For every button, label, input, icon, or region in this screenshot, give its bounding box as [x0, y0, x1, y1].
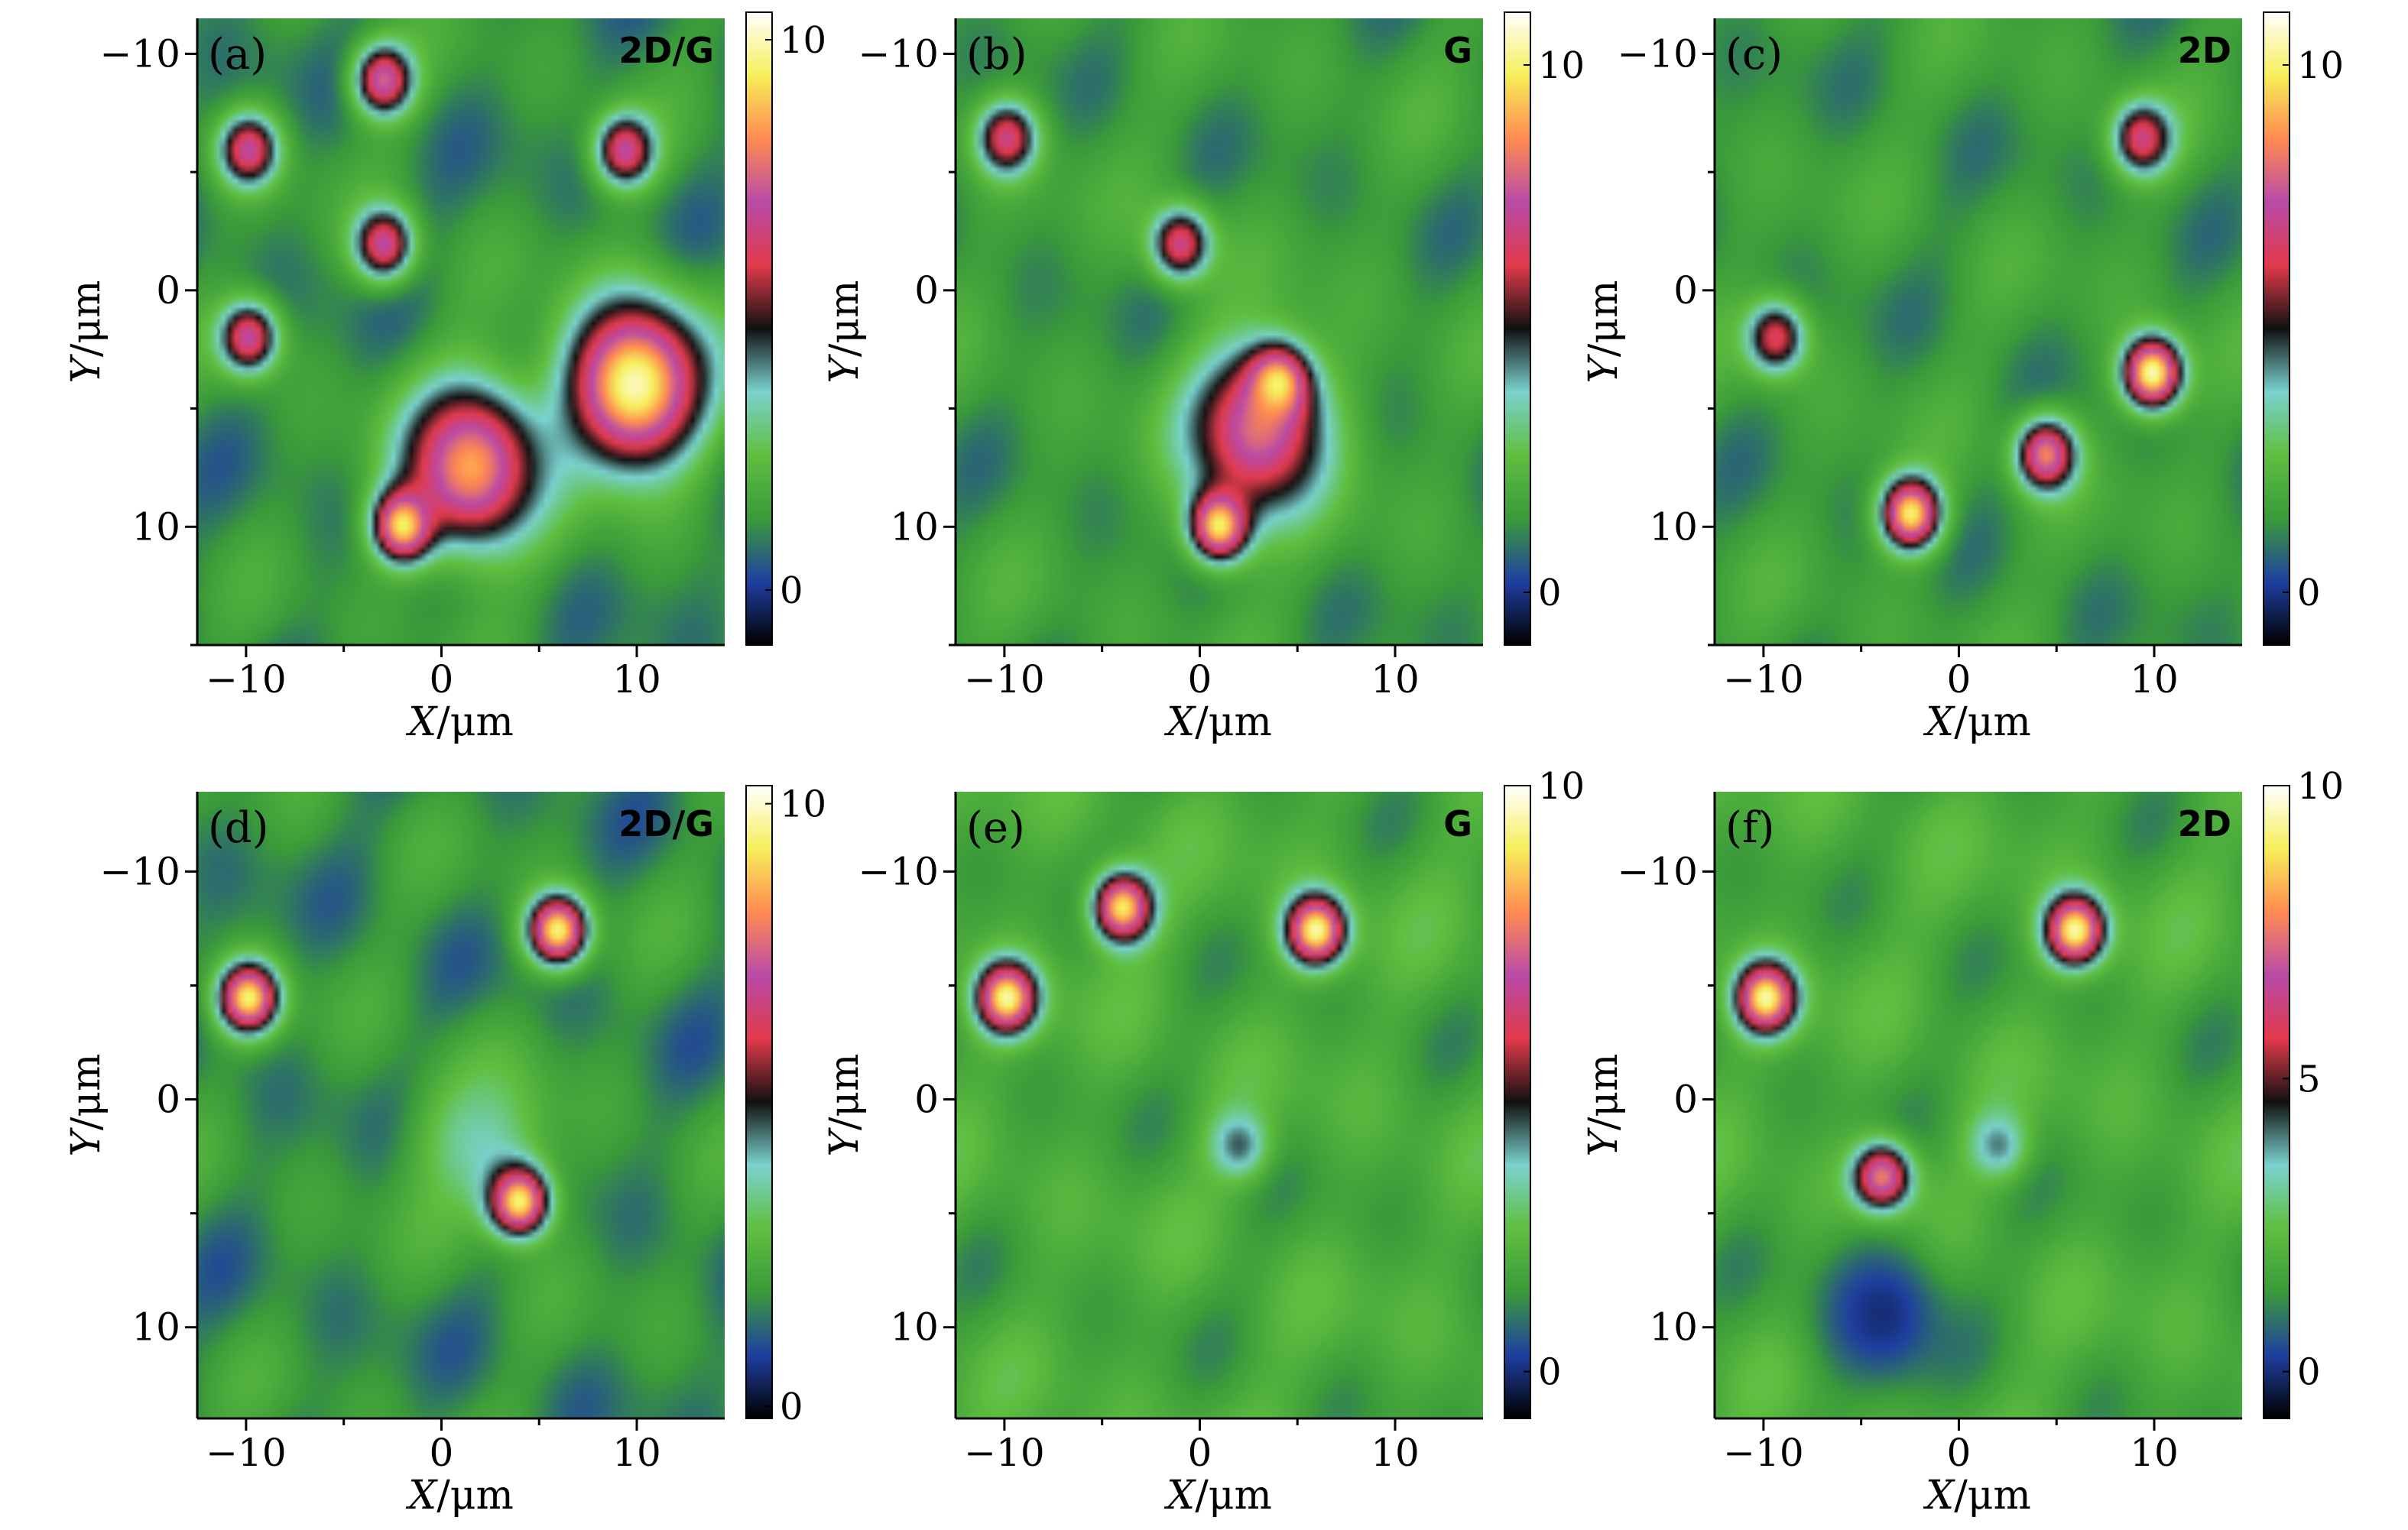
panel-a: −10 0 10 −10 0 10 X/μm Y/μm (a) 2D/G 10 0	[63, 11, 826, 745]
heatmap-image	[197, 792, 725, 1418]
colorbar-tick-label: 5	[2297, 1058, 2321, 1100]
colorbar-tick-label: 10	[2297, 44, 2344, 87]
heatmap-image	[956, 792, 1483, 1418]
x-axis-label: X/μm	[405, 699, 514, 745]
colorbar-tick-label: 10	[780, 19, 826, 62]
x-axis-label: X/μm	[1163, 1473, 1272, 1519]
panel-e: −10 0 10 −10 0 10 X/μm Y/μm (e) G 10 0	[822, 765, 1585, 1519]
panel-letter: (e)	[966, 803, 1025, 853]
x-tick-label: 0	[1947, 657, 1972, 702]
y-axis-label: Y/μm	[1581, 280, 1627, 384]
y-tick-label: −10	[858, 849, 939, 893]
x-tick-label: −10	[964, 1431, 1045, 1475]
x-axis-label: X/μm	[1923, 699, 2031, 745]
x-tick-label: 10	[612, 657, 661, 702]
heatmap-image	[956, 18, 1483, 645]
colorbar	[1504, 11, 1531, 646]
x-tick-label: 10	[2130, 1431, 2179, 1475]
y-tick-label: 0	[156, 1078, 180, 1122]
panel-letter: (f)	[1725, 803, 1774, 853]
x-tick-label: 0	[1188, 1431, 1212, 1475]
panel-tag: G	[1443, 30, 1472, 71]
y-tick-label: −10	[99, 31, 180, 76]
y-tick-label: 0	[1673, 1078, 1698, 1122]
x-tick-label: −10	[206, 1431, 287, 1475]
y-tick-label: 10	[1649, 504, 1698, 549]
y-tick-label: 10	[131, 1305, 180, 1350]
x-tick-label: −10	[1723, 657, 1804, 702]
colorbar-tick-label: 10	[1538, 765, 1585, 808]
colorbar	[745, 11, 773, 646]
x-tick-label: −10	[964, 657, 1045, 702]
y-tick-label: 10	[890, 504, 939, 549]
panel-letter: (b)	[966, 30, 1027, 79]
colorbar	[2263, 11, 2290, 646]
colorbar-tick-label: 10	[1538, 44, 1585, 87]
colorbar	[1504, 785, 1531, 1419]
panel-letter: (a)	[208, 30, 267, 79]
y-tick-label: 0	[914, 1078, 939, 1122]
x-tick-label: 10	[612, 1431, 661, 1475]
y-tick-label: −10	[1617, 31, 1698, 76]
x-tick-label: 10	[1371, 657, 1420, 702]
x-tick-label: 0	[1188, 657, 1212, 702]
colorbar	[2263, 785, 2290, 1419]
panel-tag: 2D/G	[618, 803, 714, 844]
panel-letter: (c)	[1725, 30, 1783, 79]
panel-c: −10 0 10 −10 0 10 X/μm Y/μm (c) 2D 10 0	[1581, 11, 2344, 745]
panel-letter: (d)	[208, 803, 269, 853]
colorbar-tick-label: 0	[2297, 1351, 2321, 1394]
panel-tag: 2D	[2178, 30, 2231, 71]
x-tick-label: −10	[206, 657, 287, 702]
panel-d: −10 0 10 −10 0 10 X/μm Y/μm (d) 2D/G 10 0	[63, 783, 826, 1519]
x-tick-label: −10	[1723, 1431, 1804, 1475]
panel-tag: 2D	[2178, 803, 2231, 844]
y-tick-label: 10	[131, 504, 180, 549]
colorbar-tick-label: 0	[1538, 572, 1562, 614]
colorbar-tick-label: 0	[780, 1386, 803, 1428]
x-tick-label: 10	[1371, 1431, 1420, 1475]
y-tick-label: −10	[99, 849, 180, 893]
y-tick-label: 10	[1649, 1305, 1698, 1350]
y-axis-label: Y/μm	[1581, 1054, 1627, 1157]
colorbar-tick-label: 10	[2297, 765, 2344, 808]
heatmap-image	[1715, 18, 2242, 645]
colorbar-tick-label: 0	[2297, 572, 2321, 614]
x-axis-label: X/μm	[1923, 1473, 2031, 1519]
panel-b: −10 0 10 −10 0 10 X/μm Y/μm (b) G 10 0	[822, 11, 1585, 745]
x-tick-label: 0	[430, 1431, 454, 1475]
y-tick-label: −10	[1617, 849, 1698, 893]
y-tick-label: 0	[1673, 268, 1698, 313]
panels-group: −10 0 10 −10 0 10 X/μm Y/μm (a) 2D/G 10 0 −10 0 10 −10 0…	[63, 11, 2344, 1519]
y-tick-label: 0	[914, 268, 939, 313]
x-axis-label: X/μm	[405, 1473, 514, 1519]
y-axis-label: Y/μm	[63, 280, 109, 384]
y-tick-label: −10	[858, 31, 939, 76]
y-axis-label: Y/μm	[822, 280, 868, 384]
y-tick-label: 0	[156, 268, 180, 313]
colorbar-tick-label: 10	[780, 783, 826, 826]
colorbar-tick-label: 0	[780, 569, 803, 612]
colorbar-tick-label: 0	[1538, 1351, 1562, 1394]
x-tick-label: 10	[2130, 657, 2179, 702]
y-axis-label: Y/μm	[63, 1054, 109, 1157]
heatmap-image	[1715, 792, 2242, 1418]
y-axis-label: Y/μm	[822, 1054, 868, 1157]
panel-tag: G	[1443, 803, 1472, 844]
x-tick-label: 0	[1947, 1431, 1972, 1475]
x-axis-label: X/μm	[1163, 699, 1272, 745]
panel-f: −10 0 10 −10 0 10 X/μm Y/μm (f) 2D 10 5 0	[1581, 765, 2344, 1519]
heatmap-image	[197, 18, 725, 645]
y-tick-label: 10	[890, 1305, 939, 1350]
panel-tag: 2D/G	[618, 30, 714, 71]
colorbar	[745, 785, 773, 1419]
x-tick-label: 0	[430, 657, 454, 702]
